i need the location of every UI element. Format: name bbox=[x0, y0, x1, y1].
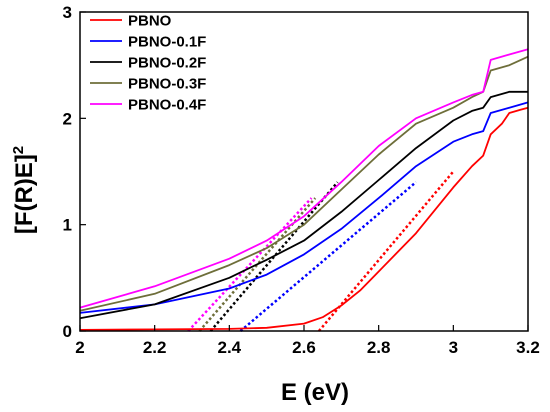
x-axis-title: E (eV) bbox=[281, 379, 349, 406]
tangent-pbno-0-1f bbox=[239, 181, 417, 332]
x-tick-label: 2.6 bbox=[292, 338, 316, 357]
x-tick-label: 2.8 bbox=[367, 338, 391, 357]
legend-label: PBNO-0.1F bbox=[128, 34, 206, 51]
y-tick-label: 3 bbox=[63, 3, 72, 22]
legend-label: PBNO bbox=[128, 13, 172, 30]
x-tick-label: 3.2 bbox=[516, 338, 540, 357]
legend: PBNO PBNO-0.1F PBNO-0.2F PBNO-0.3F PBNO-0.4F bbox=[90, 13, 206, 114]
series-line-pbno bbox=[79, 106, 529, 331]
legend-item-pbno: PBNO bbox=[90, 13, 172, 30]
series-line-pbno-0-1f bbox=[79, 101, 529, 314]
plot-area: 2 2.2 2.4 2.6 2.8 3 3.2 0 1 2 3 bbox=[63, 3, 540, 357]
series-line-pbno-0-2f bbox=[79, 90, 528, 320]
axis-ticks: 2 2.2 2.4 2.6 2.8 3 3.2 0 1 2 3 bbox=[63, 3, 540, 357]
legend-label: PBNO-0.4F bbox=[128, 97, 206, 114]
y-axis-title-superscript: 2 bbox=[10, 146, 27, 154]
legend-item-pbno-0-1f: PBNO-0.1F bbox=[90, 34, 206, 51]
series-line-pbno-0-4f bbox=[79, 48, 529, 309]
y-axis-title: [F(R)E]2 bbox=[10, 146, 38, 234]
tangent-pbno-0-3f bbox=[198, 197, 317, 332]
legend-item-pbno-0-2f: PBNO-0.2F bbox=[90, 55, 206, 72]
series-line-pbno-0-3f bbox=[79, 55, 529, 312]
y-tick-label: 0 bbox=[63, 322, 72, 341]
tangent-pbno-0-4f bbox=[187, 197, 313, 332]
x-tick-label: 3 bbox=[449, 338, 458, 357]
y-tick-label: 1 bbox=[63, 216, 72, 235]
legend-item-pbno-0-4f: PBNO-0.4F bbox=[90, 97, 206, 114]
series-lines bbox=[79, 48, 529, 331]
x-tick-label: 2.4 bbox=[218, 338, 242, 357]
legend-label: PBNO-0.2F bbox=[128, 55, 206, 72]
x-tick-label: 2.2 bbox=[143, 338, 167, 357]
y-tick-label: 2 bbox=[63, 109, 72, 128]
y-axis-title-main: [F(R)E] bbox=[11, 154, 38, 234]
legend-item-pbno-0-3f: PBNO-0.3F bbox=[90, 76, 206, 93]
tangent-lines bbox=[187, 170, 455, 332]
legend-label: PBNO-0.3F bbox=[128, 76, 206, 93]
x-tick-label: 2 bbox=[75, 338, 84, 357]
